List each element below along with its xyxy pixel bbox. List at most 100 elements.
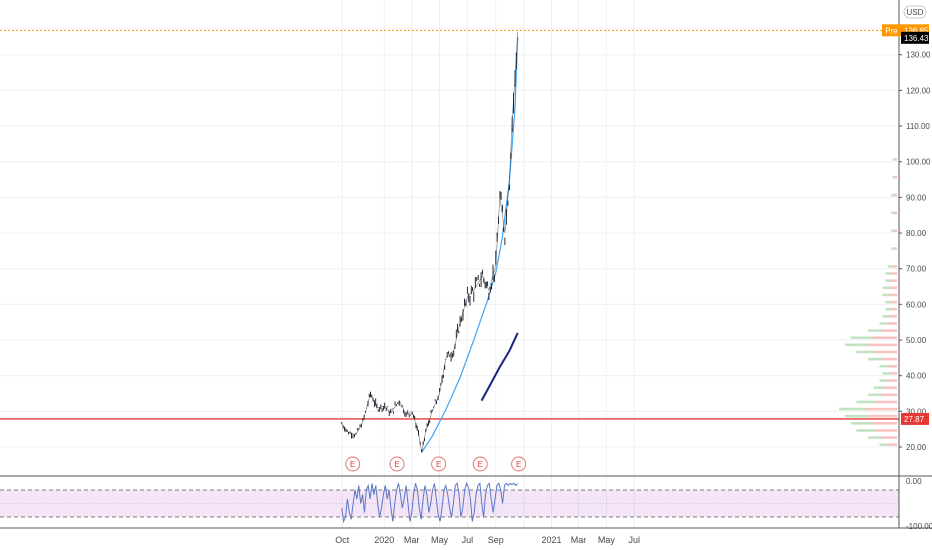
price-axis-tick-label: 40.00	[906, 372, 927, 381]
currency-badge[interactable]: USD	[903, 5, 927, 19]
volume-profile-bar-up	[856, 429, 875, 432]
volume-profile-bar-up	[868, 357, 882, 361]
volume-profile-bar-up	[888, 265, 893, 268]
price-axis-tick-label: 120.00	[906, 86, 931, 95]
support-price-label: 27.87	[901, 412, 929, 425]
earnings-marker-label: E	[436, 460, 441, 469]
volume-profile-bar-down	[874, 350, 897, 354]
premarket-tag-background	[882, 24, 901, 37]
volume-profile-bar-down	[893, 229, 897, 233]
price-axis-tick-label: 90.00	[906, 193, 927, 202]
oscillator-axis-tick-label: 0.00	[906, 477, 922, 486]
volume-profile-bar-down	[890, 279, 897, 282]
price-label-value: 136.43	[904, 34, 929, 43]
volume-profile-bar-up	[882, 315, 890, 318]
volume-profile-bar-down	[887, 364, 897, 368]
volume-profile-bar-up	[879, 364, 888, 368]
volume-profile-bar-up	[844, 343, 869, 347]
price-series	[341, 31, 518, 453]
volume-profile-bar-down	[889, 315, 897, 318]
price-axis[interactable]: 20.00 30.00 40.00 50.00 60.00 70.00 80.00 90.00…	[899, 51, 931, 452]
time-axis-tick-label: Mar	[571, 535, 587, 545]
volume-profile-bar-down	[890, 300, 897, 304]
volume-profile-bar-up	[839, 407, 866, 411]
volume-profile-bar-down	[889, 286, 897, 290]
volume-profile-bar-down	[889, 372, 897, 375]
volume-profile-bar-down	[887, 322, 897, 325]
volume-profile-bar-up	[892, 175, 895, 179]
volume-profile-bar-down	[881, 329, 897, 332]
price-axis-tick-label: 130.00	[906, 51, 931, 60]
price-close-line	[341, 31, 518, 453]
volume-profile-bar-down	[894, 175, 897, 179]
volume-profile-bar-up	[850, 422, 872, 425]
volume-profile-bar-up	[879, 443, 888, 446]
price-axis-tick-label: 70.00	[906, 265, 927, 274]
trend-curve-blue	[421, 36, 519, 453]
trend-curve-navy	[480, 332, 519, 402]
time-axis-tick-label: Jul	[628, 535, 640, 545]
earnings-marker[interactable]: E	[345, 456, 361, 472]
time-axis-tick-label: Mar	[404, 535, 420, 545]
volume-profile-bar-down	[889, 293, 897, 297]
time-axis-tick-label: Jul	[462, 535, 474, 545]
price-axis-tick-label: 30.00	[906, 407, 927, 416]
premarket-tag: Pre	[885, 26, 898, 35]
price-axis-tick-label: 110.00	[906, 122, 930, 131]
price-axis-tick-label: 80.00	[906, 229, 927, 238]
volume-profile-bar-up	[891, 193, 894, 197]
earnings-marker[interactable]: E	[431, 456, 447, 472]
earnings-marker[interactable]: E	[472, 456, 488, 472]
horizontal-lines	[0, 29, 899, 420]
volume-profile-bar-down	[868, 414, 897, 418]
price-bars	[341, 52, 517, 453]
volume-profile-bar-down	[865, 407, 897, 411]
volume-profile-bar-up	[885, 279, 891, 282]
volume-profile-bar-up	[882, 286, 890, 290]
volume-profile-bar-up	[885, 300, 891, 304]
time-axis-tick-label: Oct	[335, 535, 350, 545]
volume-profile-bar-up	[885, 272, 891, 275]
volume-profile-bar-down	[890, 272, 897, 275]
earnings-marker-label: E	[516, 460, 521, 469]
volume-profile-bar-down	[871, 336, 897, 340]
time-axis-tick-label: 2021	[542, 535, 562, 545]
oscillator-axis-tick-label: -100.00	[906, 522, 932, 531]
trend-lines	[421, 36, 519, 453]
price-label-value: 27.87	[904, 415, 925, 424]
volume-profile-bar-down	[894, 158, 897, 161]
last-price-label: 136.43	[901, 31, 929, 44]
oscillator-axis: 0.00 -100.00	[906, 477, 932, 531]
earnings-marker-circle	[472, 456, 488, 472]
volume-profile	[839, 158, 897, 446]
volume-profile-bar-down	[881, 393, 897, 397]
time-axis-tick-label: May	[431, 535, 449, 545]
volume-profile-bar-up	[850, 336, 872, 340]
price-axis-tick-label: 60.00	[906, 300, 927, 309]
volume-profile-bar-up	[882, 293, 890, 297]
price-axis-tick-label: 20.00	[906, 443, 927, 452]
volume-profile-bar-down	[893, 247, 897, 250]
axes	[0, 0, 932, 529]
earnings-marker[interactable]: E	[511, 456, 527, 472]
volume-profile-bar-up	[882, 372, 890, 375]
volume-profile-bar-up	[879, 379, 888, 382]
time-axis-tick-label: 2020	[374, 535, 394, 545]
volume-profile-bar-up	[891, 211, 894, 215]
volume-profile-bar-down	[868, 343, 897, 347]
volume-profile-bar-down	[884, 386, 897, 389]
price-axis-tick-label: 100.00	[906, 158, 931, 167]
volume-profile-bar-down	[871, 422, 897, 425]
earnings-marker[interactable]: E	[389, 456, 405, 472]
time-axis[interactable]: Oct 2020 Mar May Jul Sep 2021 Mar May Jul	[335, 535, 640, 545]
price-label-background	[901, 412, 929, 425]
currency-label: USD	[907, 8, 924, 17]
earnings-marker-label: E	[350, 460, 355, 469]
oscillator-line	[341, 481, 519, 524]
volume-profile-bar-up	[868, 329, 882, 332]
oscillator-band	[0, 490, 899, 517]
volume-profile-bar-up	[891, 247, 894, 250]
oscillator-pane	[0, 481, 899, 524]
